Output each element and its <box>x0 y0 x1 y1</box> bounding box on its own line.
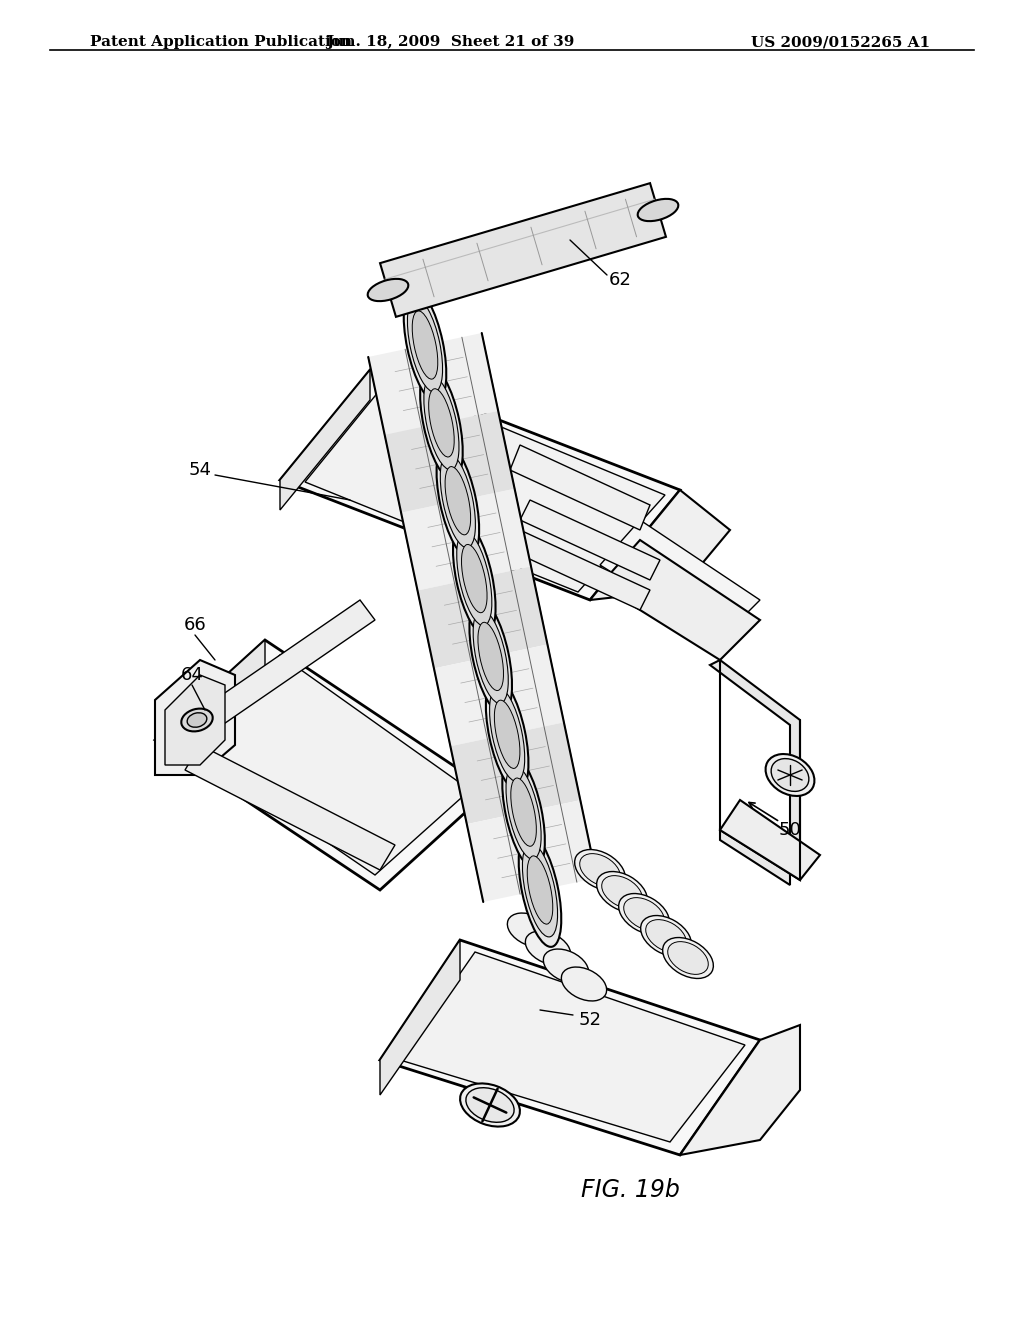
Ellipse shape <box>646 920 686 952</box>
Polygon shape <box>590 490 730 601</box>
Polygon shape <box>434 644 564 746</box>
Ellipse shape <box>638 199 678 222</box>
Ellipse shape <box>403 288 446 401</box>
Polygon shape <box>418 566 548 668</box>
Polygon shape <box>467 800 597 902</box>
Polygon shape <box>400 952 745 1142</box>
Text: 50: 50 <box>778 821 802 840</box>
Ellipse shape <box>668 941 709 974</box>
Ellipse shape <box>429 388 455 457</box>
Polygon shape <box>280 370 680 601</box>
Ellipse shape <box>527 855 553 924</box>
Text: 54: 54 <box>188 461 212 479</box>
Polygon shape <box>165 675 225 766</box>
Polygon shape <box>155 660 234 775</box>
Ellipse shape <box>408 298 442 392</box>
Polygon shape <box>510 445 650 531</box>
Ellipse shape <box>511 777 537 846</box>
Ellipse shape <box>522 843 558 937</box>
Polygon shape <box>600 520 760 640</box>
Ellipse shape <box>413 312 438 379</box>
Text: Patent Application Publication: Patent Application Publication <box>90 36 352 49</box>
Text: 52: 52 <box>579 1011 601 1030</box>
Polygon shape <box>710 660 800 884</box>
Polygon shape <box>155 640 265 775</box>
Ellipse shape <box>440 454 475 548</box>
Polygon shape <box>185 744 395 870</box>
Ellipse shape <box>663 937 714 978</box>
Polygon shape <box>380 940 760 1155</box>
Ellipse shape <box>436 444 479 557</box>
Polygon shape <box>401 488 531 590</box>
Ellipse shape <box>424 376 459 470</box>
Text: 64: 64 <box>180 667 204 684</box>
Ellipse shape <box>766 754 814 796</box>
Polygon shape <box>600 540 760 660</box>
Ellipse shape <box>368 279 409 301</box>
Ellipse shape <box>503 755 545 869</box>
Ellipse shape <box>507 913 553 946</box>
Ellipse shape <box>771 759 809 792</box>
Polygon shape <box>280 370 370 510</box>
Ellipse shape <box>580 854 621 886</box>
Ellipse shape <box>525 931 570 965</box>
Polygon shape <box>155 640 490 890</box>
Ellipse shape <box>469 599 512 713</box>
Ellipse shape <box>453 521 496 635</box>
Ellipse shape <box>495 700 520 768</box>
Polygon shape <box>380 940 460 1096</box>
Ellipse shape <box>618 894 670 935</box>
Ellipse shape <box>602 875 642 908</box>
Polygon shape <box>451 722 581 824</box>
Polygon shape <box>200 601 375 730</box>
Ellipse shape <box>574 850 626 891</box>
Ellipse shape <box>485 677 528 791</box>
Polygon shape <box>380 183 666 317</box>
Ellipse shape <box>641 916 691 957</box>
Polygon shape <box>305 380 665 591</box>
Ellipse shape <box>544 949 589 983</box>
Ellipse shape <box>478 622 504 690</box>
Ellipse shape <box>624 898 665 931</box>
Polygon shape <box>385 411 515 512</box>
Polygon shape <box>720 800 820 880</box>
Text: 62: 62 <box>608 271 632 289</box>
Ellipse shape <box>460 1084 520 1126</box>
Polygon shape <box>520 500 660 579</box>
Polygon shape <box>185 655 470 875</box>
Ellipse shape <box>187 713 207 727</box>
Polygon shape <box>510 531 650 610</box>
Ellipse shape <box>445 466 471 535</box>
Ellipse shape <box>519 833 561 946</box>
Ellipse shape <box>489 688 524 781</box>
Polygon shape <box>680 1026 800 1155</box>
Text: Jun. 18, 2009  Sheet 21 of 39: Jun. 18, 2009 Sheet 21 of 39 <box>326 36 574 49</box>
Text: US 2009/0152265 A1: US 2009/0152265 A1 <box>751 36 930 49</box>
Ellipse shape <box>473 610 508 704</box>
Text: FIG. 19b: FIG. 19b <box>581 1177 680 1203</box>
Ellipse shape <box>420 366 463 479</box>
Ellipse shape <box>181 709 213 731</box>
Text: 66: 66 <box>183 616 207 634</box>
Ellipse shape <box>462 544 487 612</box>
Ellipse shape <box>466 1088 514 1122</box>
Polygon shape <box>369 333 499 434</box>
Ellipse shape <box>506 766 541 859</box>
Ellipse shape <box>597 871 647 912</box>
Ellipse shape <box>561 968 606 1001</box>
Ellipse shape <box>457 532 492 626</box>
